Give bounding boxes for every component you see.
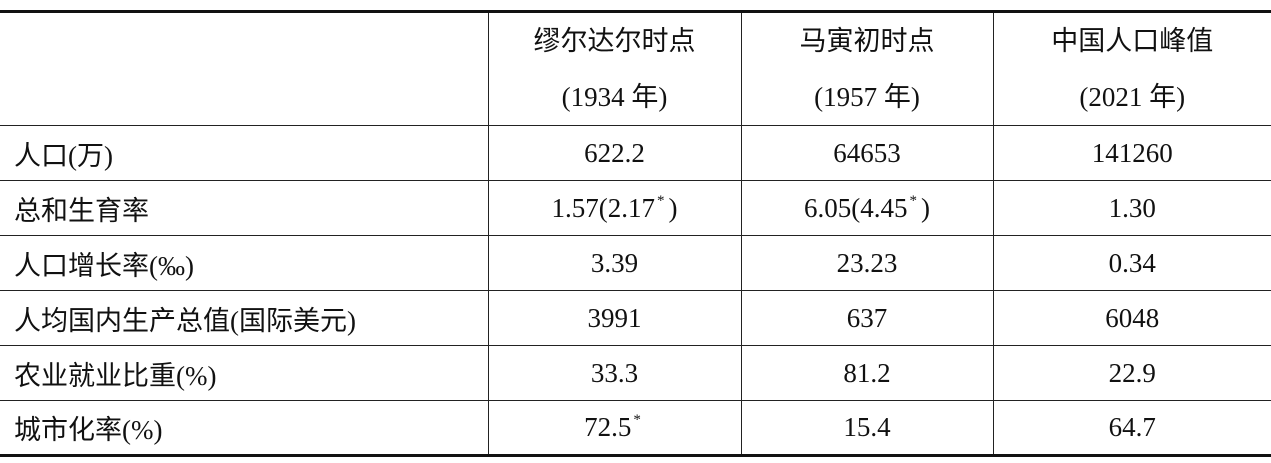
table-row: 人口增长率(‰) 3.39 23.23 0.34 [0,235,1271,291]
cell-value: 622.2 [487,125,742,181]
table-body: 人口(万) 622.2 64653 141260 总和生育率 1.57(2.17 *) 6.0… [0,125,1271,456]
cell-value: 0.34 [992,235,1271,291]
cell-value: 3991 [487,290,742,346]
cell-note: * [633,412,641,428]
cell-value: 33.3 [487,345,742,401]
table-row: 总和生育率 1.57(2.17 *) 6.05(4.45 *) 1.30 [0,180,1271,236]
cell-value: 1.57(2.17 *) [487,180,742,236]
row-label: 总和生育率 [0,180,489,236]
row-label: 人均国内生产总值(国际美元) [0,290,489,346]
header-row: 缪尔达尔时点 (1934 年) 马寅初时点 (1957 年) 中国人口峰值 (2021 年… [0,11,1271,126]
row-label: 人口增长率(‰) [0,235,489,291]
cell-value: 72.5 * [487,400,742,456]
cell-value: 1.30 [992,180,1271,236]
cell-text: 1.57(2.17 [551,192,656,223]
column-header-line: (2021 年) [1079,82,1186,112]
row-label: 城市化率(%) [0,400,489,456]
column-header-line: (1957 年) [814,82,920,112]
column-header-line: 缪尔达尔时点 [533,26,696,56]
column-header-line: (1934 年) [561,82,668,112]
cell-value: 3.39 [487,235,742,291]
cell-value: 22.9 [992,345,1271,401]
cell-value: 141260 [992,125,1271,181]
cell-value: 637 [740,290,994,346]
column-header-line: 马寅初时点 [799,26,935,56]
cell-note: * [909,192,918,209]
cell-value: 64.7 [992,400,1271,456]
row-label: 农业就业比重(%) [0,345,489,401]
cell-value: 6.05(4.45 *) [740,180,994,236]
column-header: 马寅初时点 (1957 年) [740,11,994,126]
column-header: 中国人口峰值 (2021 年) [992,11,1271,126]
cell-value: 23.23 [740,235,994,291]
data-table: 缪尔达尔时点 (1934 年) 马寅初时点 (1957 年) 中国人口峰值 (2021 年… [0,10,1271,457]
cell-value: 81.2 [740,345,994,401]
cell-text: ) [668,192,678,223]
cell-value: 15.4 [740,400,994,456]
row-label: 人口(万) [0,125,489,181]
cell-text: 72.5 [584,412,632,442]
column-header-line: 中国人口峰值 [1051,26,1214,56]
corner-cell [0,11,489,126]
cell-value: 64653 [740,125,994,181]
table-row: 农业就业比重(%) 33.3 81.2 22.9 [0,345,1271,401]
cell-value: 6048 [992,290,1271,346]
table-row: 城市化率(%) 72.5 * 15.4 64.7 [0,400,1271,456]
table-row: 人口(万) 622.2 64653 141260 [0,125,1271,181]
cell-note: * [657,192,665,209]
cell-text: ) [921,192,930,223]
table-row: 人均国内生产总值(国际美元) 3991 637 6048 [0,290,1271,346]
cell-text: 6.05(4.45 [804,192,908,223]
column-header: 缪尔达尔时点 (1934 年) [487,11,742,126]
